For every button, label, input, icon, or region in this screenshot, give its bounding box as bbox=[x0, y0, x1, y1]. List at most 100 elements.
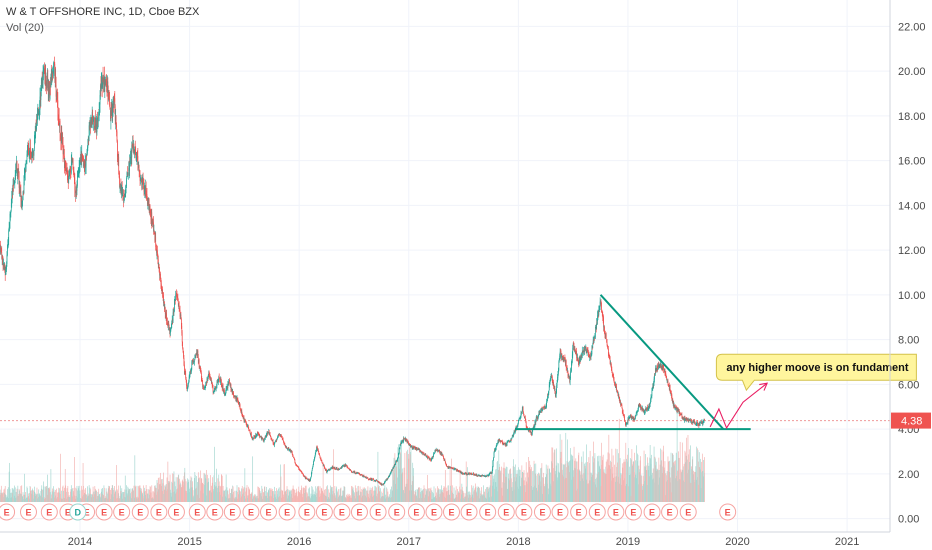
candle-body bbox=[27, 147, 29, 150]
candle-body bbox=[20, 191, 21, 193]
earnings-marker[interactable]: E bbox=[19, 503, 37, 521]
volume-bar bbox=[508, 478, 510, 502]
candle-body bbox=[558, 358, 560, 362]
candle-body bbox=[436, 449, 438, 451]
volume-bar bbox=[594, 458, 595, 502]
volume-bar bbox=[267, 492, 268, 502]
candle-body bbox=[38, 112, 40, 115]
volume-bar bbox=[5, 494, 7, 502]
earnings-marker[interactable]: E bbox=[515, 503, 533, 521]
volume-bar bbox=[10, 497, 12, 502]
volume-bar bbox=[546, 474, 547, 502]
volume-bar bbox=[144, 491, 146, 502]
earnings-marker[interactable]: E bbox=[369, 503, 387, 521]
earnings-marker[interactable]: E bbox=[407, 503, 425, 521]
volume-bar bbox=[541, 493, 543, 502]
candle-body bbox=[536, 416, 538, 419]
volume-bar bbox=[293, 488, 294, 502]
volume-bar bbox=[452, 493, 454, 502]
candle-body bbox=[127, 172, 129, 175]
volume-bar bbox=[278, 487, 280, 502]
earnings-marker[interactable]: E bbox=[350, 503, 368, 521]
volume-bar bbox=[380, 498, 382, 502]
volume-bar bbox=[421, 498, 422, 502]
volume-bar bbox=[81, 498, 83, 502]
candle-body bbox=[94, 127, 96, 129]
volume-bar bbox=[648, 469, 649, 502]
candle-body bbox=[184, 371, 186, 374]
earnings-marker[interactable]: E bbox=[298, 503, 316, 521]
earnings-marker[interactable]: E bbox=[315, 503, 333, 521]
volume-bar bbox=[202, 483, 204, 502]
candle-body bbox=[34, 136, 36, 142]
candle-body bbox=[311, 473, 312, 477]
earnings-marker[interactable]: E bbox=[131, 503, 149, 521]
earnings-marker[interactable]: E bbox=[188, 503, 206, 521]
volume-bar bbox=[675, 478, 677, 502]
earnings-marker[interactable]: E bbox=[551, 503, 569, 521]
earnings-marker[interactable]: E bbox=[95, 503, 113, 521]
candle-body bbox=[151, 220, 153, 224]
earnings-marker[interactable]: E bbox=[533, 503, 551, 521]
volume-bar bbox=[413, 468, 414, 502]
earnings-markers[interactable]: E E E E E E E E E E E E E E E E E E E E E E E E E E E E E E E E E E E E E ED E bbox=[0, 503, 737, 521]
volume-bar bbox=[366, 490, 368, 502]
projection-arrow[interactable] bbox=[709, 382, 768, 430]
earnings-marker[interactable]: E bbox=[113, 503, 131, 521]
volume-bar bbox=[571, 479, 572, 502]
candle-body bbox=[319, 454, 320, 456]
volume-bar bbox=[221, 475, 223, 502]
earnings-marker[interactable]: E bbox=[242, 503, 260, 521]
resistance-trendline[interactable] bbox=[599, 294, 725, 430]
earnings-marker[interactable]: E bbox=[479, 503, 497, 521]
candle-body bbox=[3, 263, 4, 266]
volume-bar bbox=[191, 477, 193, 502]
earnings-marker[interactable]: E bbox=[443, 503, 461, 521]
projection-arrow-head[interactable] bbox=[759, 382, 769, 391]
earnings-marker[interactable]: E bbox=[624, 503, 642, 521]
volume-bar bbox=[581, 456, 582, 502]
volume-bar bbox=[389, 497, 391, 502]
earnings-marker-label: E bbox=[448, 508, 454, 518]
candle-body bbox=[390, 473, 391, 474]
volume-bar bbox=[345, 497, 347, 502]
earnings-marker[interactable]: E bbox=[167, 503, 185, 521]
earnings-marker[interactable]: E bbox=[607, 503, 625, 521]
earnings-marker[interactable]: E bbox=[206, 503, 224, 521]
earnings-marker[interactable]: E bbox=[460, 503, 478, 521]
earnings-marker-circle bbox=[131, 503, 149, 521]
earnings-marker[interactable]: E bbox=[388, 503, 406, 521]
volume-bar bbox=[18, 489, 20, 502]
earnings-marker[interactable]: E bbox=[278, 503, 296, 521]
earnings-marker[interactable]: E bbox=[223, 503, 241, 521]
volume-bar bbox=[527, 473, 528, 502]
candle-body bbox=[75, 191, 77, 199]
earnings-marker[interactable]: E bbox=[0, 503, 16, 521]
earnings-marker[interactable]: E bbox=[40, 503, 58, 521]
volume-bar bbox=[170, 492, 172, 502]
earnings-marker[interactable]: E bbox=[150, 503, 168, 521]
earnings-marker[interactable]: E bbox=[425, 503, 443, 521]
volume-bar bbox=[356, 492, 357, 502]
candle-body bbox=[186, 386, 188, 389]
volume-bar bbox=[342, 490, 344, 502]
candle-body bbox=[485, 476, 487, 478]
candle-body bbox=[13, 182, 15, 185]
volume-bar bbox=[282, 494, 284, 502]
candle-body bbox=[622, 412, 624, 413]
earnings-marker[interactable]: E bbox=[497, 503, 515, 521]
earnings-marker[interactable]: E bbox=[259, 503, 277, 521]
volume-bar bbox=[511, 478, 512, 502]
earnings-marker[interactable]: E bbox=[333, 503, 351, 521]
volume-bar bbox=[524, 492, 526, 502]
earnings-marker[interactable]: E bbox=[588, 503, 606, 521]
trend-drawings[interactable]: any higher moove is on fundament bbox=[515, 294, 917, 431]
volume-bar bbox=[95, 488, 97, 502]
note-callout[interactable] bbox=[715, 353, 917, 392]
earnings-marker[interactable]: E bbox=[570, 503, 588, 521]
candle-body bbox=[625, 423, 627, 426]
volume-bar bbox=[464, 496, 466, 502]
candle-body bbox=[628, 417, 629, 420]
volume-bar bbox=[264, 486, 265, 502]
